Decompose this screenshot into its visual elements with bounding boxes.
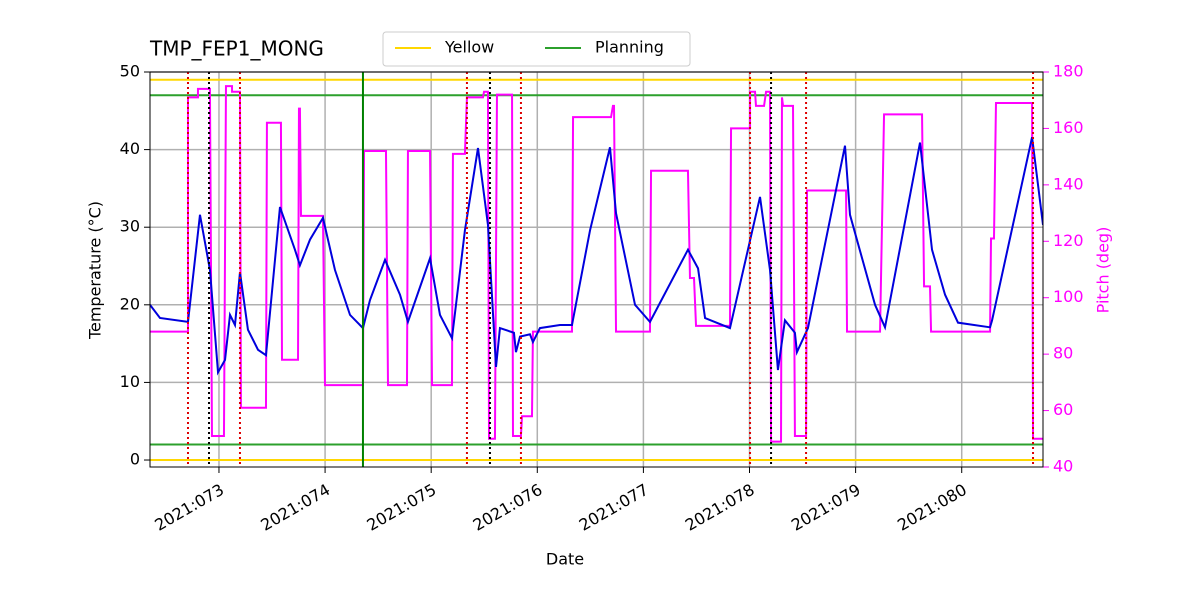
data-line	[150, 136, 1043, 376]
y-tick-label: 30	[120, 217, 140, 236]
y-tick-label: 40	[120, 139, 140, 158]
y-tick-label: 50	[120, 62, 140, 81]
y-axis-label: Temperature (°C)	[86, 201, 105, 340]
y2-tick-label: 160	[1053, 118, 1084, 137]
legend-label: Yellow	[444, 38, 494, 57]
chart-title: TMP_FEP1_MONG	[149, 37, 324, 61]
legend-box	[382, 31, 691, 67]
y-tick-label: 0	[130, 450, 140, 469]
x-axis-label: Date	[546, 550, 584, 569]
y2-tick-label: 40	[1053, 457, 1073, 476]
y2-tick-label: 100	[1053, 287, 1084, 306]
legend-label: Planning	[595, 38, 664, 57]
legend: Yellow Planning	[382, 31, 691, 67]
plot-area	[150, 72, 1043, 467]
plot-frame	[149, 71, 1044, 468]
y-tick-label: 10	[120, 372, 140, 391]
data-line	[150, 85, 1043, 443]
y2-tick-label: 180	[1053, 62, 1084, 81]
y2-axis-label: Pitch (deg)	[1094, 227, 1113, 314]
y2-tick-label: 120	[1053, 231, 1084, 250]
y2-tick-label: 140	[1053, 174, 1084, 193]
y2-tick-label: 60	[1053, 400, 1073, 419]
y-tick-label: 20	[120, 294, 140, 313]
y2-tick-label: 80	[1053, 344, 1073, 363]
